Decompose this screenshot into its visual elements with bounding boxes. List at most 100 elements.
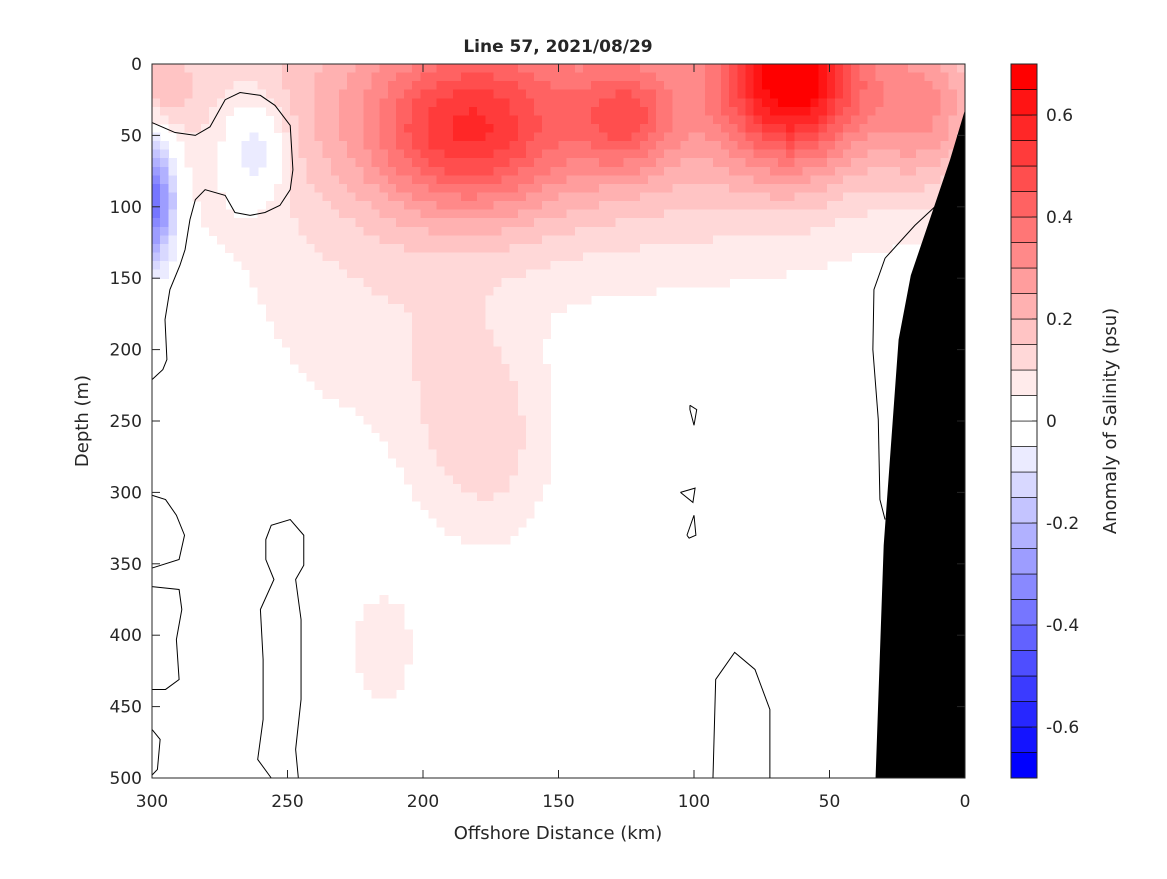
field-cell — [721, 235, 730, 245]
field-cell — [607, 286, 617, 296]
field-cell — [444, 389, 454, 399]
field-cell — [428, 500, 438, 511]
field-cell — [550, 166, 560, 176]
field-cell — [599, 243, 608, 254]
field-cell — [306, 235, 316, 245]
field-cell — [908, 226, 917, 236]
field-cell — [460, 518, 470, 528]
field-cell — [192, 149, 202, 159]
field-cell — [737, 175, 747, 185]
field-cell — [452, 115, 462, 125]
field-cell — [290, 261, 299, 271]
field-cell — [460, 98, 470, 108]
field-cell — [436, 243, 446, 254]
field-cell — [501, 201, 511, 211]
field-cell — [558, 132, 568, 142]
field-cell — [208, 123, 218, 134]
field-cell — [712, 166, 722, 176]
field-cell — [363, 72, 373, 82]
field-cell — [192, 183, 202, 194]
field-cell — [428, 398, 438, 408]
field-cell — [477, 149, 486, 159]
field-cell — [558, 183, 568, 194]
field-cell — [859, 115, 869, 125]
field-cell — [525, 398, 535, 408]
field-cell — [290, 252, 299, 262]
field-cell — [639, 278, 649, 288]
field-cell — [404, 89, 413, 99]
field-cell — [436, 235, 446, 245]
field-cell — [786, 166, 795, 176]
field-cell — [298, 363, 308, 374]
field-cell — [534, 415, 543, 425]
field-cell — [412, 321, 421, 331]
field-cell — [615, 235, 625, 245]
field-cell — [517, 183, 527, 194]
field-cell — [501, 423, 511, 434]
field-cell — [542, 372, 551, 382]
field-cell — [501, 64, 511, 74]
field-cell — [347, 123, 356, 134]
field-cell — [615, 64, 625, 74]
field-cell — [891, 201, 901, 211]
field-cell — [932, 175, 942, 185]
field-cell — [688, 106, 698, 117]
field-cell — [379, 672, 389, 682]
field-cell — [753, 201, 763, 211]
field-cell — [509, 218, 519, 228]
field-cell — [802, 183, 812, 194]
field-cell — [257, 252, 267, 262]
field-cell — [257, 158, 267, 168]
y-tick-label: 450 — [110, 698, 142, 718]
field-cell — [379, 166, 389, 176]
field-cell — [525, 192, 535, 202]
field-cell — [168, 201, 177, 211]
field-cell — [338, 355, 348, 365]
field-cell — [826, 218, 836, 228]
field-cell — [176, 89, 186, 99]
field-cell — [387, 226, 397, 236]
field-cell — [899, 106, 909, 117]
field-cell — [582, 226, 592, 236]
field-cell — [517, 252, 527, 262]
field-cell — [566, 132, 576, 142]
field-cell — [168, 81, 177, 91]
field-cell — [460, 64, 470, 74]
field-cell — [314, 166, 324, 176]
field-cell — [282, 312, 291, 322]
field-cell — [696, 106, 706, 117]
field-cell — [420, 329, 430, 339]
field-cell — [582, 166, 592, 176]
field-cell — [672, 252, 682, 262]
field-cell — [810, 149, 820, 159]
field-cell — [599, 141, 608, 151]
field-cell — [355, 278, 364, 288]
field-cell — [460, 423, 470, 434]
field-cell — [355, 81, 364, 91]
field-cell — [542, 312, 551, 322]
field-cell — [558, 158, 568, 168]
field-cell — [395, 226, 405, 236]
field-cell — [891, 72, 901, 82]
field-cell — [542, 321, 551, 331]
field-cell — [460, 183, 470, 194]
field-cell — [477, 98, 486, 108]
field-cell — [745, 175, 755, 185]
field-cell — [420, 432, 430, 442]
field-cell — [395, 603, 405, 613]
field-cell — [469, 141, 478, 151]
field-cell — [338, 252, 348, 262]
field-cell — [566, 183, 576, 194]
field-cell — [249, 226, 259, 236]
field-cell — [794, 166, 803, 176]
field-cell — [566, 201, 576, 211]
field-cell — [550, 132, 560, 142]
field-cell — [436, 149, 446, 159]
field-cell — [469, 321, 478, 331]
field-cell — [338, 381, 348, 391]
field-cell — [712, 132, 722, 142]
field-cell — [940, 141, 950, 151]
field-cell — [778, 252, 787, 262]
field-cell — [469, 201, 478, 211]
